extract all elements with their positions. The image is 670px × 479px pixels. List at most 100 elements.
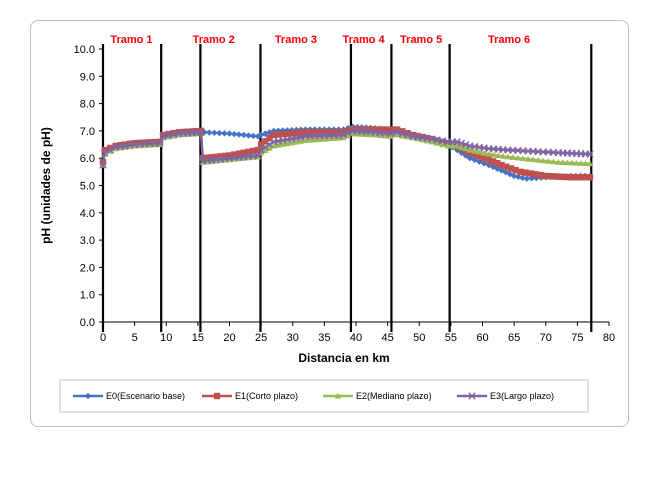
data-point-marker [542,172,549,180]
legend-entry: E3(Largo plazo) [457,391,554,401]
data-point-marker [250,147,257,155]
data-point-marker [524,155,532,162]
data-point-marker [399,132,406,139]
data-point-marker [582,174,589,181]
x-tick-label: 30 [287,332,299,344]
data-point-marker [349,130,357,137]
x-tick-label: 55 [445,332,457,344]
data-point-marker [221,130,228,137]
data-point-marker [449,142,456,149]
data-point-marker [545,158,552,164]
data-point-marker [495,152,502,159]
data-point-marker [284,130,291,138]
data-point-marker [344,127,352,135]
y-tick-label: 2.0 [80,262,95,274]
data-point-marker [293,129,300,137]
data-point-marker [382,126,389,133]
data-point-marker [567,174,575,181]
data-point-marker [354,126,361,133]
chart-frame [30,20,629,427]
data-point-marker [466,149,474,156]
x-tick-label: 70 [540,332,552,344]
data-point-marker [362,131,370,138]
data-point-marker [367,131,374,138]
data-point-marker [506,170,514,178]
data-point-marker [335,129,342,136]
data-point-marker [433,139,441,146]
x-tick-label: 50 [413,332,425,344]
data-point-marker [288,139,296,146]
data-point-marker [458,144,465,150]
data-point-marker [371,126,379,133]
data-point-marker [240,149,247,156]
data-point-marker [471,151,478,158]
data-point-marker [534,156,542,163]
data-point-marker [387,129,395,138]
x-tick-label: 60 [476,332,488,344]
data-point-marker [362,126,370,133]
data-point-marker [503,163,510,170]
x-tick-label: 15 [192,332,204,344]
tramo-label: Tramo 2 [193,34,235,46]
data-point-marker [235,131,243,138]
data-point-marker [377,132,384,139]
x-axis-title: Distancia en km [298,351,389,365]
x-tick-label: 65 [508,332,520,344]
data-point-marker [206,129,213,136]
x-tick-label: 45 [382,332,394,344]
data-point-marker [517,168,524,176]
x-tick-label: 35 [318,332,330,344]
x-tick-label: 40 [350,332,362,344]
data-point-marker [99,161,107,169]
data-point-marker [444,142,451,149]
data-point-marker [275,141,282,148]
series-e3 [99,127,594,169]
data-point-marker [559,159,567,166]
data-point-marker [262,147,269,154]
data-point-marker [257,141,265,148]
data-point-marker [510,172,518,180]
data-point-marker [398,129,407,138]
data-point-marker [573,159,580,166]
data-point-marker [325,129,333,136]
data-point-marker [156,139,164,147]
data-point-marker [403,131,412,139]
data-point-marker [457,139,466,147]
data-point-marker [480,154,488,162]
data-point-marker [480,149,488,156]
data-point-marker [302,137,309,144]
data-point-marker [344,129,352,137]
legend-entry: E1(Corto plazo) [202,391,298,401]
data-point-marker [245,148,252,156]
data-point-marker [284,140,291,147]
data-point-marker [101,149,109,157]
legend-marker [468,392,476,400]
data-point-marker [354,130,361,137]
data-point-marker [476,152,483,160]
data-point-marker [555,159,562,165]
x-tick-label: 0 [100,332,106,344]
data-point-marker [439,141,446,148]
data-point-marker [586,160,594,167]
data-point-marker [499,152,507,159]
data-point-marker [454,142,461,149]
data-point-marker [512,166,519,174]
data-point-marker [245,132,252,139]
data-point-marker [288,130,296,137]
data-point-marker [216,129,223,137]
legend-label: E3(Largo plazo) [490,391,554,401]
data-point-marker [217,153,224,160]
data-point-marker [321,135,328,142]
data-point-marker [325,135,333,142]
data-point-marker [527,170,534,177]
y-tick-label: 4.0 [80,208,95,220]
data-point-marker [572,174,579,181]
data-point-marker [349,126,357,133]
data-point-marker [387,133,394,139]
data-point-marker [339,131,348,139]
legend-marker [84,392,92,400]
data-point-marker [330,135,338,141]
data-point-marker [519,155,527,162]
data-point-marker [509,154,517,160]
